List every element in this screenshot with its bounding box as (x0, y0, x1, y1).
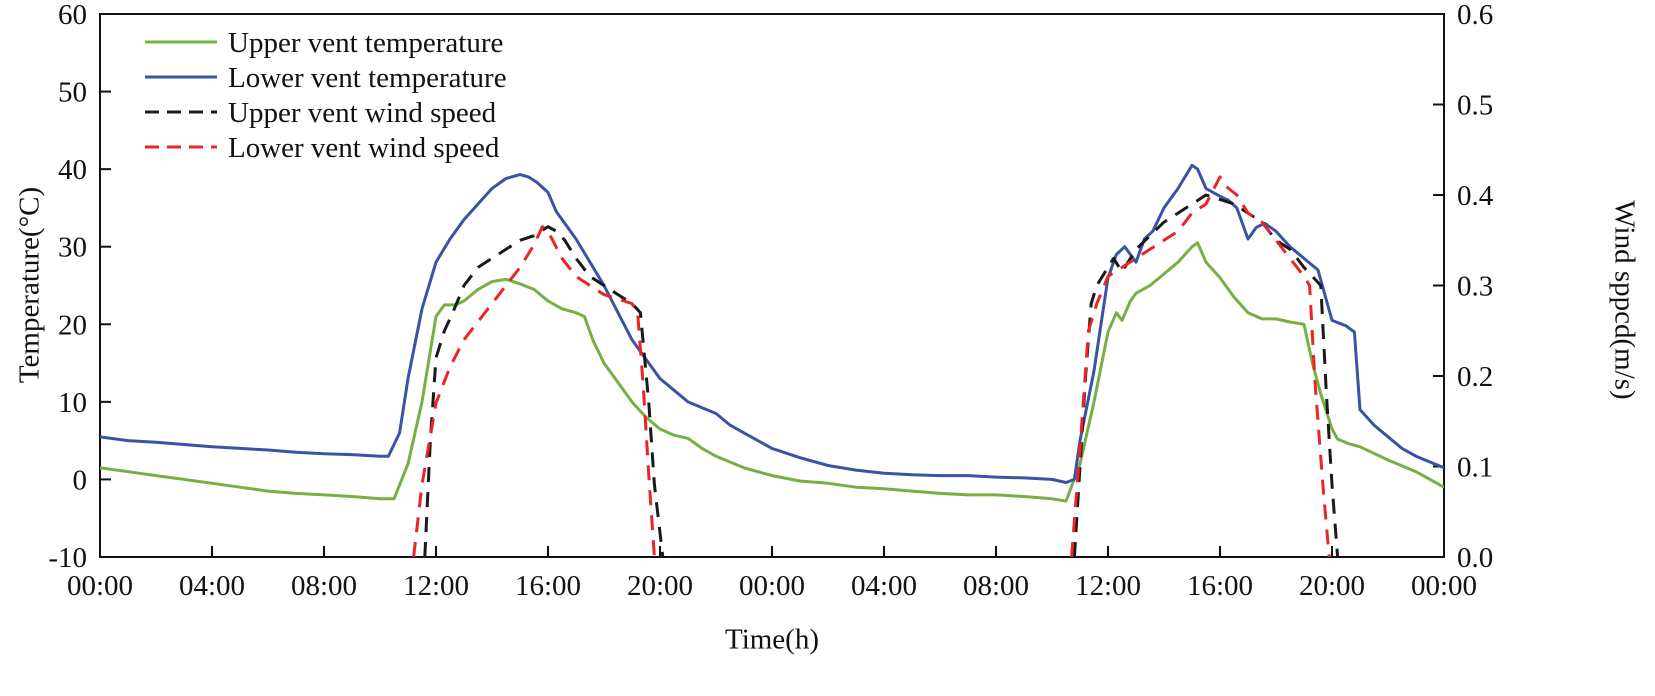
right-tick-label: 0.3 (1457, 271, 1493, 303)
right-tick-label: 0.6 (1457, 0, 1493, 31)
x-axis-title: Time(h) (725, 623, 819, 656)
series-upper-vent-wind-speed (1072, 193, 1340, 557)
y-axis-title-right: Wind sppcd(m/s) (1608, 200, 1641, 400)
right-tick-label: 0.0 (1457, 542, 1493, 574)
x-tick-label: 00:00 (1411, 570, 1477, 602)
left-tick-label: 40 (58, 154, 87, 186)
x-tick-label: 08:00 (291, 570, 357, 602)
legend-label-1: Upper vent temperature (228, 27, 503, 59)
left-tick-label: 50 (58, 77, 87, 109)
left-tick-label: -10 (48, 542, 87, 574)
x-tick-label: 20:00 (1299, 570, 1365, 602)
left-tick-label: 0 (73, 464, 88, 496)
series-upper-vent-wind-speed (423, 225, 665, 557)
series-lower-vent-wind-speed (1070, 175, 1331, 557)
x-tick-label: 04:00 (851, 570, 917, 602)
x-tick-label: 16:00 (515, 570, 581, 602)
x-tick-label: 00:00 (67, 570, 133, 602)
left-tick-label: 60 (58, 0, 87, 31)
left-tick-label: 10 (58, 387, 87, 419)
x-tick-label: 00:00 (739, 570, 805, 602)
right-tick-label: 0.2 (1457, 361, 1493, 393)
x-tick-label: 12:00 (403, 570, 469, 602)
legend-label-2: Lower vent temperature (228, 62, 507, 94)
x-tick-label: 08:00 (963, 570, 1029, 602)
legend-label-4: Lower vent wind speed (228, 132, 500, 164)
x-tick-label: 20:00 (627, 570, 693, 602)
legend-label-3: Upper vent wind speed (228, 97, 497, 129)
right-tick-label: 0.5 (1457, 90, 1493, 122)
series-lower-vent-temperature (100, 163, 1444, 484)
left-tick-label: 20 (58, 309, 87, 341)
series-lower-vent-wind-speed (412, 225, 656, 557)
left-tick-label: 30 (58, 232, 87, 264)
right-tick-label: 0.4 (1457, 180, 1494, 212)
x-tick-label: 12:00 (1075, 570, 1141, 602)
x-tick-label: 16:00 (1187, 570, 1253, 602)
right-tick-label: 0.1 (1457, 452, 1493, 484)
y-axis-title-left: Temperature(°C) (13, 186, 46, 384)
series-upper-vent-temperature (100, 241, 1444, 503)
x-tick-label: 04:00 (179, 570, 245, 602)
